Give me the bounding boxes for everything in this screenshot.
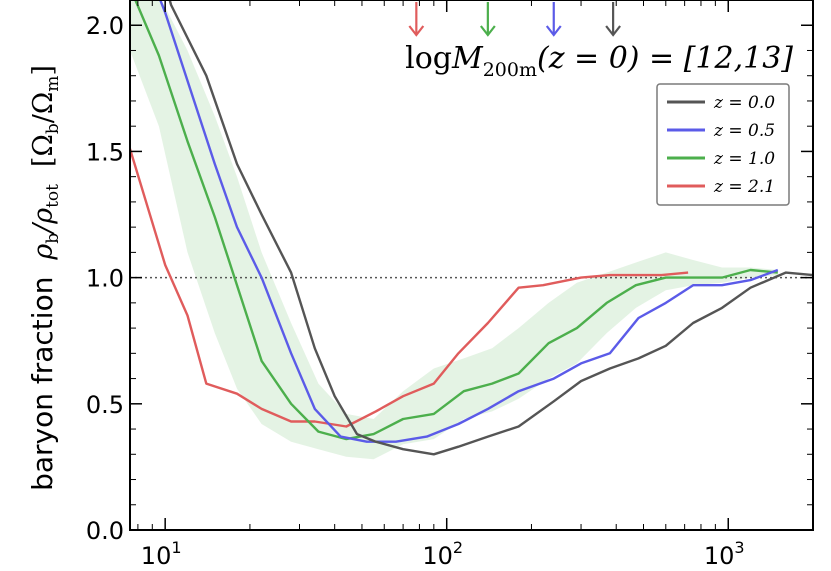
y-tick-label: 1.5 bbox=[86, 138, 124, 166]
mass-range-annotation: logM200m(z = 0) = [12,13] bbox=[405, 41, 793, 81]
series-layer bbox=[130, 0, 813, 456]
redshift-arrow bbox=[408, 2, 425, 37]
y-axis-ratio-symbol: ρ bbox=[28, 244, 59, 261]
y-tick-label: 1.0 bbox=[86, 265, 124, 293]
legend-entry: z = 1.0 bbox=[667, 149, 775, 169]
legend-entry: z = 2.1 bbox=[667, 177, 775, 197]
series-line bbox=[168, 0, 813, 456]
legend-entry: z = 0.5 bbox=[667, 121, 775, 141]
y-axis-label-prefix: baryon fraction bbox=[26, 277, 59, 491]
series-line bbox=[130, 148, 689, 428]
band-layer bbox=[130, 0, 778, 460]
y-axis-ratio-num-sub: b bbox=[43, 233, 63, 244]
x-tick-label: 101 bbox=[141, 538, 182, 570]
legend-label: z = 0.0 bbox=[713, 93, 775, 113]
y-tick-label: 2.0 bbox=[86, 12, 124, 40]
legend-box bbox=[656, 83, 790, 206]
annotation-var: M bbox=[451, 41, 484, 76]
plot-frame bbox=[129, 0, 814, 531]
series-line bbox=[158, 0, 779, 443]
y-axis-unit-num-sub: b bbox=[43, 123, 63, 134]
x-tick-label: 103 bbox=[704, 538, 745, 570]
legend-entry: z = 0.0 bbox=[667, 93, 775, 113]
y-axis-unit-den-symbol: Ω bbox=[28, 92, 59, 114]
legend-label: z = 0.5 bbox=[713, 121, 775, 141]
annotation-prefix: log bbox=[405, 41, 452, 76]
y-axis-unit-den-sub: m bbox=[43, 76, 63, 92]
y-axis-ratio-den-sub: tot bbox=[43, 184, 63, 208]
y-axis-label: baryon fraction ρb/ρtot [Ωb/Ωm] bbox=[26, 65, 65, 491]
scatter-band bbox=[130, 0, 778, 460]
redshift-arrow bbox=[479, 2, 496, 37]
redshift-arrows bbox=[408, 2, 621, 37]
y-axis-ratio-den-symbol: ρ bbox=[28, 208, 59, 225]
series-line bbox=[134, 0, 778, 441]
tick-layer: 0.0 0.5 1.0 1.5 2.0 101 102 103 bbox=[86, 0, 814, 570]
legend: z = 0.0 z = 0.5 z = 1.0 z = 2.1 bbox=[656, 83, 790, 206]
y-tick-label: 0.0 bbox=[86, 517, 124, 545]
redshift-arrow bbox=[605, 2, 621, 37]
x-tick-label: 102 bbox=[422, 538, 463, 570]
redshift-arrow bbox=[545, 2, 562, 37]
y-tick-label: 0.5 bbox=[86, 391, 124, 419]
annotation-subscript: 200m bbox=[483, 59, 537, 81]
legend-label: z = 2.1 bbox=[713, 177, 775, 197]
annotation-args: (z = 0) = [12,13] bbox=[537, 41, 793, 76]
y-axis-unit-symbol: Ω bbox=[28, 134, 59, 156]
legend-label: z = 1.0 bbox=[713, 149, 775, 169]
